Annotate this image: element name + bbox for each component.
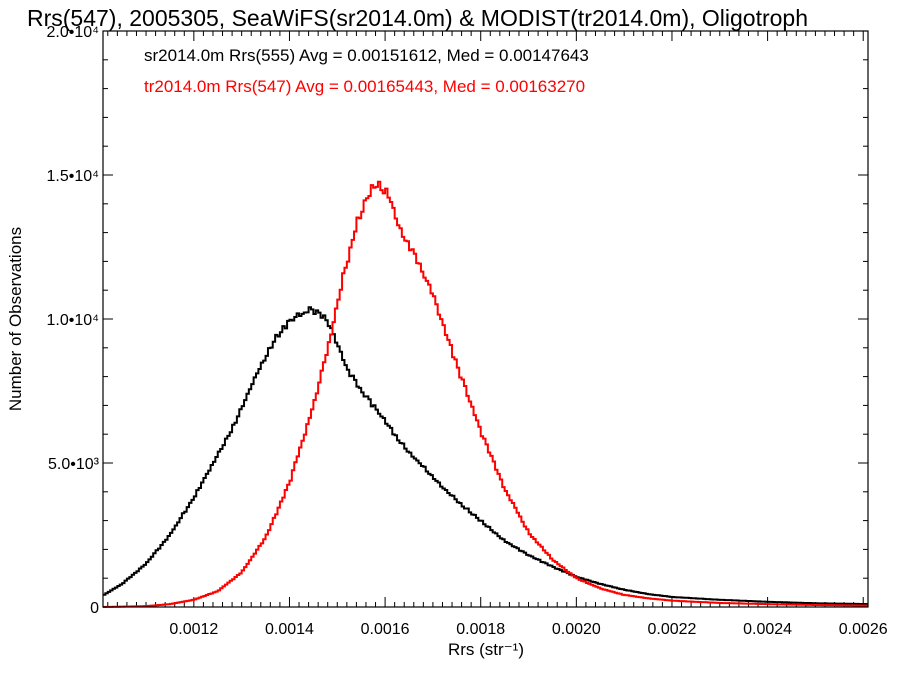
x-tick-label: 0.0022 — [648, 621, 697, 638]
x-tick-label: 0.0016 — [361, 621, 410, 638]
y-tick-label: 1.5•10⁴ — [46, 168, 99, 185]
y-axis-label: Number of Observations — [6, 227, 25, 411]
x-tick-label: 0.0018 — [456, 621, 505, 638]
legend-entry-sr2014: sr2014.0m Rrs(555) Avg = 0.00151612, Med… — [144, 46, 589, 65]
y-tick-label: 1.0•10⁴ — [46, 312, 99, 329]
x-axis-label: Rrs (str⁻¹) — [448, 640, 524, 659]
plot-frame — [102, 30, 869, 608]
series-tr2014-line — [103, 180, 868, 608]
y-tick-label: 5.0•10³ — [48, 456, 100, 473]
y-tick-label: 2.0•10⁴ — [46, 24, 99, 41]
x-axis-ticks: 0.0012 0.0014 0.0016 0.0018 0.0020 0.0022 0.00… — [107, 31, 888, 638]
series-sr2014-line — [103, 306, 868, 606]
y-axis-ticks: 0 5.0•10³ 1.0•10⁴ 1.5•10⁴ 2.0•10⁴ — [46, 24, 868, 617]
x-tick-label: 0.0020 — [552, 621, 601, 638]
x-tick-label: 0.0026 — [839, 621, 888, 638]
legend-entry-tr2014: tr2014.0m Rrs(547) Avg = 0.00165443, Med… — [144, 77, 585, 96]
x-tick-label: 0.0014 — [265, 621, 314, 638]
series-layer — [103, 180, 868, 608]
y-tick-label: 0 — [90, 600, 99, 617]
chart-title: Rrs(547), 2005305, SeaWiFS(sr2014.0m) & … — [27, 5, 808, 31]
x-tick-label: 0.0012 — [169, 621, 218, 638]
x-tick-label: 0.0024 — [743, 621, 792, 638]
